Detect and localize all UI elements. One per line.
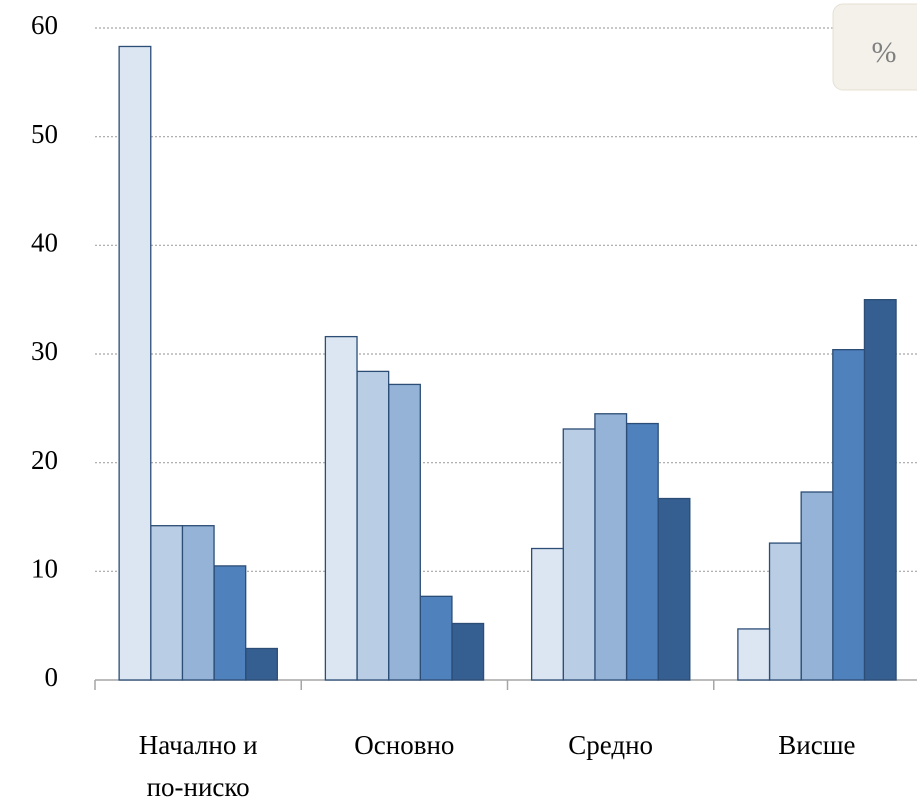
x-tick-label: Основно bbox=[354, 730, 454, 760]
bar bbox=[324, 335, 358, 681]
bar bbox=[768, 542, 802, 681]
bar bbox=[451, 622, 485, 681]
bar bbox=[388, 383, 421, 681]
bar bbox=[832, 349, 866, 681]
bar bbox=[150, 525, 184, 681]
x-tick-label: Начално и по-ниско bbox=[139, 730, 258, 802]
bar bbox=[657, 497, 691, 681]
bar bbox=[594, 413, 628, 681]
unit-label: % bbox=[872, 36, 897, 69]
bar bbox=[625, 422, 659, 681]
bar bbox=[118, 45, 152, 681]
bar bbox=[800, 491, 834, 681]
bar bbox=[530, 547, 564, 681]
bar bbox=[562, 428, 596, 681]
bar bbox=[863, 299, 897, 681]
y-tick-label: 0 bbox=[45, 662, 59, 692]
bar bbox=[737, 628, 771, 681]
unit-box bbox=[832, 3, 917, 91]
bar bbox=[245, 647, 278, 681]
y-tick-label: 30 bbox=[31, 336, 58, 366]
bar bbox=[356, 370, 390, 681]
x-tick-label: Средно bbox=[568, 730, 653, 760]
bar bbox=[213, 565, 247, 681]
x-tick-label: Висше bbox=[778, 730, 855, 760]
y-tick-label: 10 bbox=[31, 554, 58, 584]
y-tick-label: 50 bbox=[31, 119, 58, 149]
y-tick-label: 60 bbox=[31, 10, 58, 40]
bar bbox=[419, 595, 453, 681]
bar bbox=[181, 525, 215, 681]
y-tick-label: 40 bbox=[31, 228, 58, 258]
y-tick-label: 20 bbox=[31, 445, 58, 475]
